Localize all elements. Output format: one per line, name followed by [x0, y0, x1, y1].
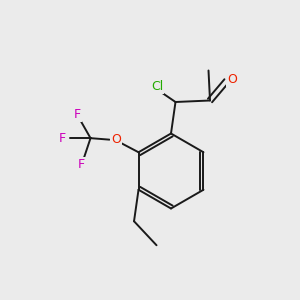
Text: O: O — [111, 133, 121, 146]
Text: Cl: Cl — [151, 80, 163, 93]
Text: F: F — [74, 108, 81, 121]
Text: O: O — [227, 73, 237, 86]
Text: F: F — [58, 132, 66, 145]
Text: F: F — [78, 158, 85, 171]
